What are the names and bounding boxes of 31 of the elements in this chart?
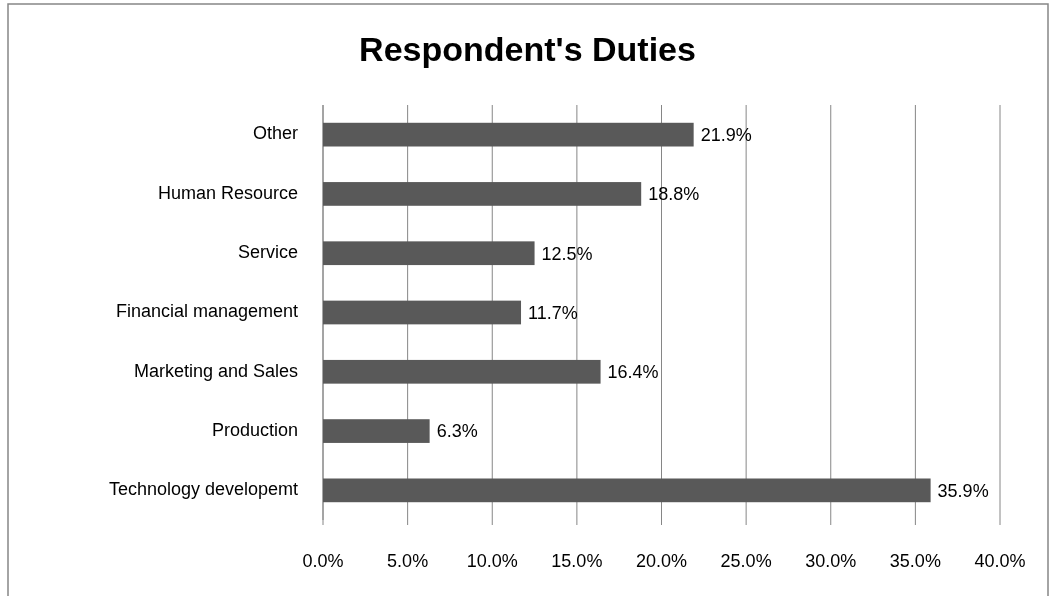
x-tick-label: 40.0%: [974, 550, 1026, 571]
data-label: 18.8%: [648, 184, 700, 205]
data-label: 16.4%: [607, 362, 659, 383]
y-tick-label: Financial management: [115, 301, 298, 322]
x-tick-label: 35.0%: [889, 550, 941, 571]
bar: [323, 359, 601, 384]
bar: [323, 182, 642, 206]
bar: [323, 122, 694, 147]
y-tick-label: Technology developemt: [108, 479, 298, 500]
x-tick-label: 20.0%: [635, 550, 688, 571]
bar: [323, 478, 931, 503]
x-tick-label: 15.0%: [551, 550, 603, 571]
x-tick-label: 10.0%: [466, 550, 518, 571]
bar: [323, 419, 430, 443]
y-tick-label: Service: [237, 241, 298, 262]
chart-title: Respondent's Duties: [359, 29, 696, 68]
x-tick-label: 25.0%: [720, 550, 772, 571]
y-tick-label: Human Resource: [157, 182, 298, 203]
data-label: 6.3%: [436, 421, 478, 442]
data-label: 21.9%: [700, 124, 752, 145]
x-tick-label: 30.0%: [805, 550, 857, 571]
y-tick-label: Production: [211, 419, 298, 440]
y-tick-label: Other: [252, 123, 298, 144]
bar: [323, 241, 535, 266]
y-tick-label: Marketing and Sales: [133, 360, 298, 381]
data-label: 12.5%: [541, 243, 593, 264]
bar: [323, 300, 522, 325]
data-label: 35.9%: [937, 480, 989, 501]
x-tick-label: 5.0%: [387, 550, 429, 571]
data-label: 11.7%: [528, 302, 578, 323]
x-tick-label: 0.0%: [302, 550, 344, 571]
